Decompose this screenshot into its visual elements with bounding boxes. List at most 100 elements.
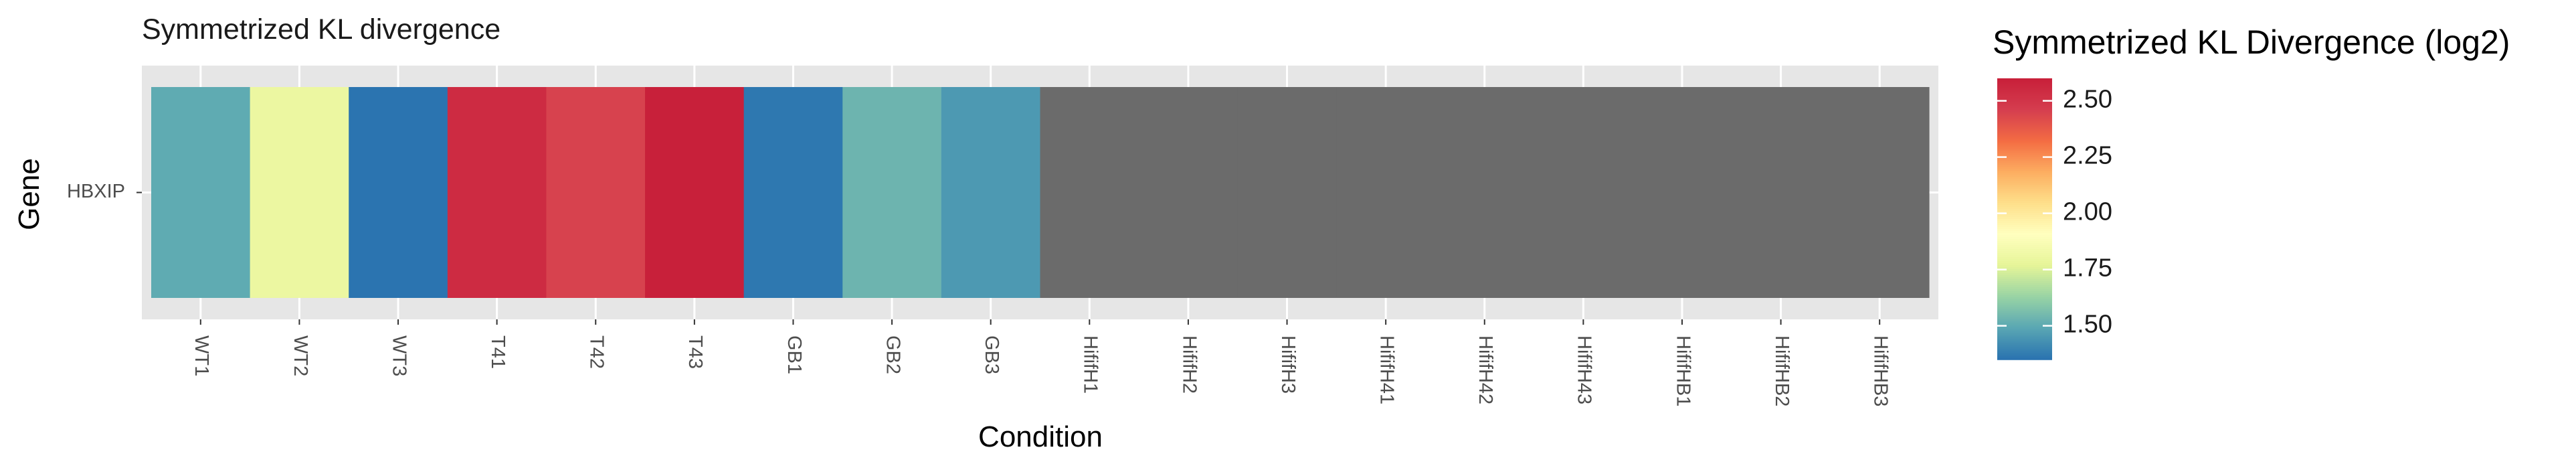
legend-color-step [1997,217,2052,220]
legend-color-step [1997,313,2052,316]
x-tick-label: HififH3 [1277,335,1299,394]
x-tick-label: HififHB1 [1672,335,1693,406]
heatmap-tile [1040,87,1139,298]
x-tick-label: HififH41 [1376,335,1397,404]
legend-color-step [1997,86,2052,89]
heatmap-tile [546,87,646,298]
legend-color-step [1997,147,2052,149]
x-tick-label: GB1 [784,335,805,374]
legend-color-step [1997,155,2052,157]
legend-color-step [1997,191,2052,193]
legend-color-step [1997,102,2052,105]
legend-color-step [1997,249,2052,252]
heatmap-tile [1633,87,1732,298]
x-tick-label: HififH2 [1178,335,1200,394]
x-tick-label: T43 [684,335,706,369]
legend-color-step [1997,237,2052,240]
legend-color-step [1997,259,2052,262]
legend-color-step [1997,127,2052,129]
heatmap-tile [941,87,1041,298]
legend-color-step [1997,78,2052,81]
legend-color-step [1997,137,2052,139]
heatmap-tile [1830,87,1930,298]
x-tick-label: WT2 [290,335,311,376]
legend-color-step [1997,90,2052,93]
legend-color-step [1997,84,2052,87]
heatmap-tiles [151,87,1930,298]
legend-color-step [1997,195,2052,198]
legend-color-step [1997,114,2052,117]
x-axis-ticks: WT1 WT2 WT3 T41 T42 T43 GB1 GB2 GB3 HififH1 HififH… [191,319,1892,406]
legend-color-step [1997,275,2052,278]
legend-color-step [1997,98,2052,101]
legend-color-step [1997,157,2052,159]
legend-color-step [1997,177,2052,179]
heatmap-tile [743,87,843,298]
legend-color-step [1997,358,2052,360]
legend-color-step [1997,349,2052,352]
legend-color-step [1997,339,2052,342]
legend-color-step [1997,161,2052,163]
x-tick-label: T41 [487,335,509,369]
legend-color-step [1997,215,2052,218]
y-tick-label: HBXIP [67,181,125,202]
legend-color-step [1997,135,2052,137]
legend-color-step [1997,269,2052,272]
legend-color-step [1997,169,2052,171]
legend-color-step [1997,165,2052,167]
x-tick-label: WT1 [191,335,212,376]
legend-color-step [1997,267,2052,270]
legend-tick-label: 2.25 [2063,142,2112,170]
heatmap-tile [1731,87,1831,298]
legend-color-step [1997,116,2052,119]
legend-color-step [1997,271,2052,274]
legend-color-step [1997,141,2052,143]
legend-color-step [1997,139,2052,141]
legend-color-step [1997,82,2052,85]
legend-color-step [1997,207,2052,210]
legend-tick-label: 1.75 [2063,254,2112,283]
legend-color-step [1997,317,2052,320]
x-tick-label: HififHB3 [1870,335,1892,406]
legend-color-step [1997,301,2052,304]
legend-color-step [1997,311,2052,314]
heatmap-tile [1534,87,1633,298]
legend-color-step [1997,179,2052,181]
legend-color-step [1997,151,2052,153]
heatmap-tile [151,87,251,298]
legend-color-step [1997,153,2052,155]
legend-color-step [1997,173,2052,175]
legend-color-step [1997,239,2052,242]
legend-color-step [1997,203,2052,206]
legend-color-step [1997,351,2052,354]
legend-color-step [1997,96,2052,99]
legend-color-step [1997,187,2052,189]
legend-color-step [1997,337,2052,340]
legend-color-step [1997,327,2052,330]
legend-color-step [1997,253,2052,256]
legend-tick-label: 1.50 [2063,311,2112,339]
legend-color-step [1997,231,2052,234]
legend-color-step [1997,289,2052,292]
heatmap-tile [250,87,349,298]
x-tick-label: HififH1 [1080,335,1101,394]
legend-color-step [1997,167,2052,169]
legend-color-step [1997,131,2052,133]
legend-color-step [1997,329,2052,332]
heatmap-tile [1435,87,1535,298]
legend-color-step [1997,199,2052,202]
legend-color-step [1997,125,2052,127]
heatmap-tile [842,87,942,298]
legend-color-step [1997,112,2052,115]
legend-color-step [1997,80,2052,83]
legend-color-step [1997,171,2052,173]
heatmap-tile [1139,87,1238,298]
legend-color-step [1997,123,2052,125]
legend-color-step [1997,211,2052,214]
legend-color-step [1997,297,2052,300]
legend-color-step [1997,305,2052,308]
legend-color-step [1997,283,2052,286]
legend-title: Symmetrized KL Divergence (log2) [1993,23,2510,61]
legend-color-step [1997,345,2052,348]
